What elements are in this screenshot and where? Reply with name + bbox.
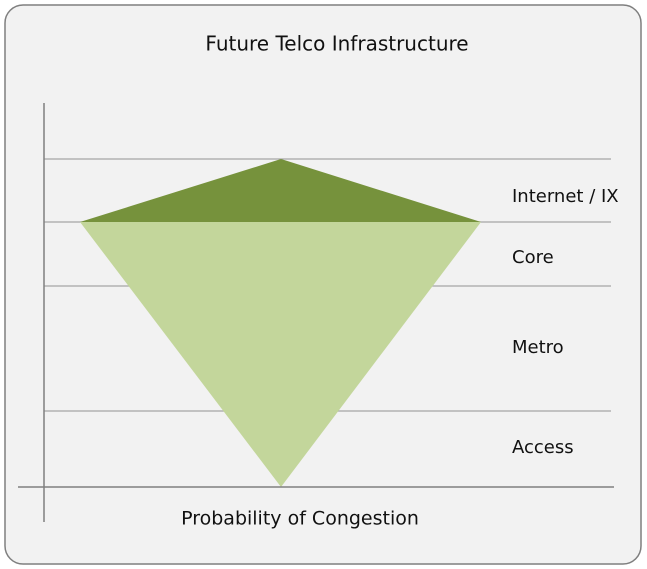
layer-label: Metro	[512, 337, 564, 358]
layer-label: Access	[512, 437, 574, 458]
layer-label: Internet / IX	[512, 186, 619, 207]
title: Future Telco Infrastructure	[205, 32, 468, 56]
layer-label: Core	[512, 247, 554, 268]
x-axis-label: Probability of Congestion	[181, 508, 419, 530]
inverted-triangle	[80, 222, 481, 487]
top-triangle	[80, 159, 481, 222]
